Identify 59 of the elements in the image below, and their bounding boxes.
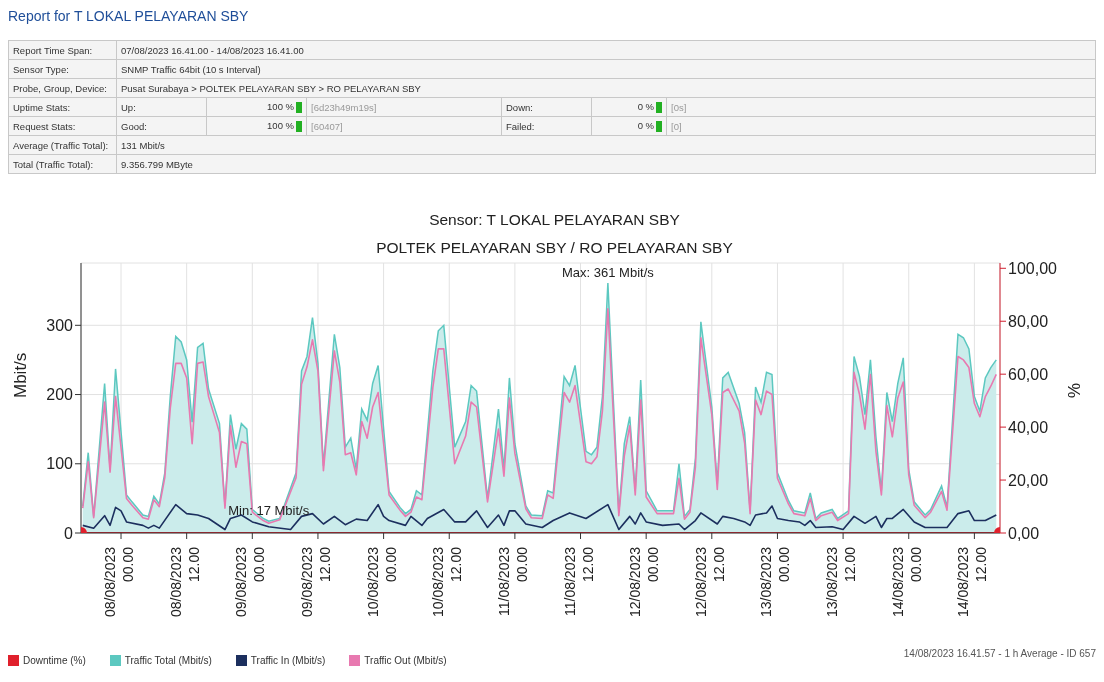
y-axis-title: Mbit/s <box>11 352 31 398</box>
y2-tick-label: 80,00 <box>1008 312 1049 330</box>
annotation: Max: 361 Mbit/s <box>561 265 655 281</box>
text: Failed: <box>501 116 592 136</box>
text: [0s] <box>666 97 1096 117</box>
x-tick-label: 14/08/2023 12.00 <box>955 546 990 618</box>
text: [0] <box>666 116 1096 136</box>
y-tick-label: 200 <box>46 386 74 404</box>
text: Pusat Surabaya > POLTEK PELAYARAN SBY > RO PELAYARAN SBY <box>116 78 1096 98</box>
text: Average (Traffic Total): <box>8 135 117 155</box>
y2-axis-title: % <box>1063 382 1083 398</box>
x-tick-label: 14/08/2023 00.00 <box>889 546 924 618</box>
text: 07/08/2023 16.41.00 - 14/08/2023 16.41.00 <box>116 40 1096 60</box>
x-tick-label: 13/08/2023 12.00 <box>824 546 859 618</box>
chart-title: Report for T LOKAL PELAYARAN SBY <box>8 8 249 24</box>
text: [60407] <box>306 116 502 136</box>
text: Report Time Span: <box>8 40 117 60</box>
legend-label: Traffic Out (Mbit/s) <box>364 655 447 666</box>
chart-subtitle: Sensor: T LOKAL PELAYARAN SBY POLTEK PELAYARAN SBY / RO PELAYARAN SBY <box>375 210 734 256</box>
x-tick-label: 11/08/2023 12.00 <box>561 546 596 617</box>
y2-tick-label: 40,00 <box>1008 418 1049 436</box>
x-tick-label: 13/08/2023 00.00 <box>758 546 793 618</box>
text: SNMP Traffic 64bit (10 s Interval) <box>116 59 1096 79</box>
legend-label: Downtime (%) <box>23 655 86 666</box>
y2-tick-label: 100,00 <box>1008 259 1058 277</box>
text: 0 % <box>591 97 667 117</box>
y-tick-label: 0 <box>64 524 74 542</box>
x-tick-label: 10/08/2023 12.00 <box>430 546 465 618</box>
annotation: Min: 17 Mbit/s <box>228 503 310 519</box>
y-tick-label: 100 <box>46 455 74 473</box>
x-tick-label: 09/08/2023 12.00 <box>298 546 333 618</box>
y2-tick-label: 20,00 <box>1008 471 1049 489</box>
text: Up: <box>116 97 207 117</box>
text: [6d23h49m19s] <box>306 97 502 117</box>
text: Uptime Stats: <box>8 97 117 117</box>
x-tick-label: 12/08/2023 00.00 <box>627 546 662 618</box>
x-tick-label: 12/08/2023 12.00 <box>692 546 727 618</box>
text: Total (Traffic Total): <box>8 154 117 174</box>
text: 131 Mbit/s <box>116 135 1096 155</box>
text: Request Stats: <box>8 116 117 136</box>
x-tick-label: 09/08/2023 00.00 <box>233 546 268 618</box>
y2-tick-label: 0,00 <box>1008 524 1040 542</box>
x-tick-label: 11/08/2023 00.00 <box>495 546 530 617</box>
text: 14/08/2023 16.41.57 - 1 h Average - ID 657 <box>903 648 1096 659</box>
legend-label: Traffic Total (Mbit/s) <box>124 655 212 666</box>
text: Good: <box>116 116 207 136</box>
text: Sensor Type: <box>8 59 117 79</box>
legend-label: Traffic In (Mbit/s) <box>250 655 326 666</box>
text: 9.356.799 MByte <box>116 154 1096 174</box>
x-tick-label: 08/08/2023 00.00 <box>102 546 137 618</box>
y2-tick-label: 60,00 <box>1008 365 1049 383</box>
text: 0 % <box>591 116 667 136</box>
x-tick-label: 08/08/2023 12.00 <box>167 546 202 618</box>
text: Down: <box>501 97 592 117</box>
text: 100 % <box>206 116 307 136</box>
x-tick-label: 10/08/2023 00.00 <box>364 546 399 618</box>
y-tick-label: 300 <box>46 316 74 334</box>
text: Probe, Group, Device: <box>8 78 117 98</box>
text: 100 % <box>206 97 307 117</box>
